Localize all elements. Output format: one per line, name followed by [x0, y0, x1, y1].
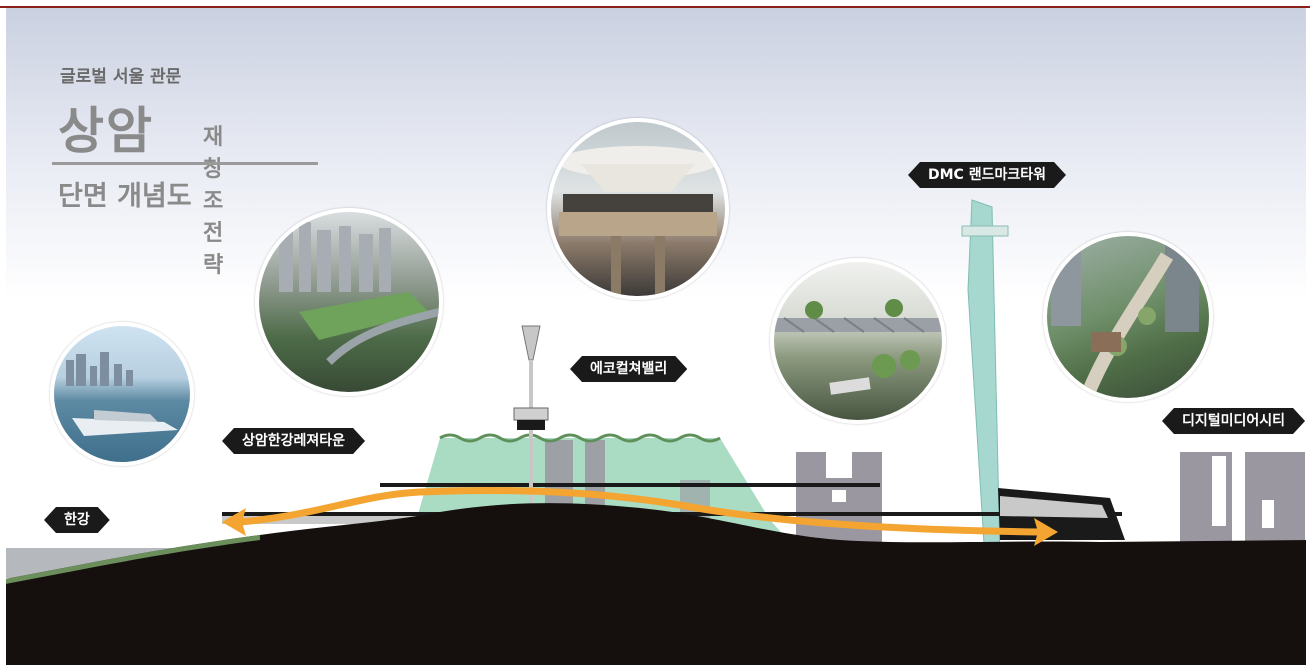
title-caption: 단면 개념도: [58, 181, 192, 212]
observation-tower-shape: [513, 325, 549, 534]
label-landmark-tower: DMC 랜드마크타워: [908, 162, 1066, 188]
label-eco-valley: 에코컬쳐밸리: [570, 356, 687, 382]
label-dmc: 디지털미디어시티: [1162, 408, 1305, 434]
right-border: [1306, 8, 1310, 665]
label-leisure-town: 상암한강레져타운: [222, 428, 365, 454]
title-main-small: 재창조 전략: [203, 125, 224, 278]
landmark-tower-band: [961, 225, 1009, 237]
connection-arrow: [222, 487, 1058, 546]
left-border: [0, 8, 6, 665]
title-divider: [52, 162, 318, 165]
title-block: 글로벌 서울 관문 상암 재창조 전략: [58, 62, 223, 278]
dmc-buildings-right: [1180, 452, 1305, 542]
dmc-photo: [1043, 232, 1213, 402]
ferry-photo: [50, 322, 194, 466]
eco-valley-photo: [770, 258, 946, 424]
leisure-town-photo: [255, 208, 443, 396]
label-han-river: 한강: [44, 507, 110, 533]
ground-silhouette: [0, 503, 1310, 665]
title-main-big: 상암: [58, 102, 154, 160]
roof-grass: [439, 433, 721, 443]
tower-deck-photo: [547, 118, 729, 300]
landmark-tower-shape: [967, 199, 1001, 561]
title-subtitle: 글로벌 서울 관문: [60, 67, 182, 87]
top-border: [0, 0, 1310, 8]
river-bank-grass: [0, 535, 260, 585]
